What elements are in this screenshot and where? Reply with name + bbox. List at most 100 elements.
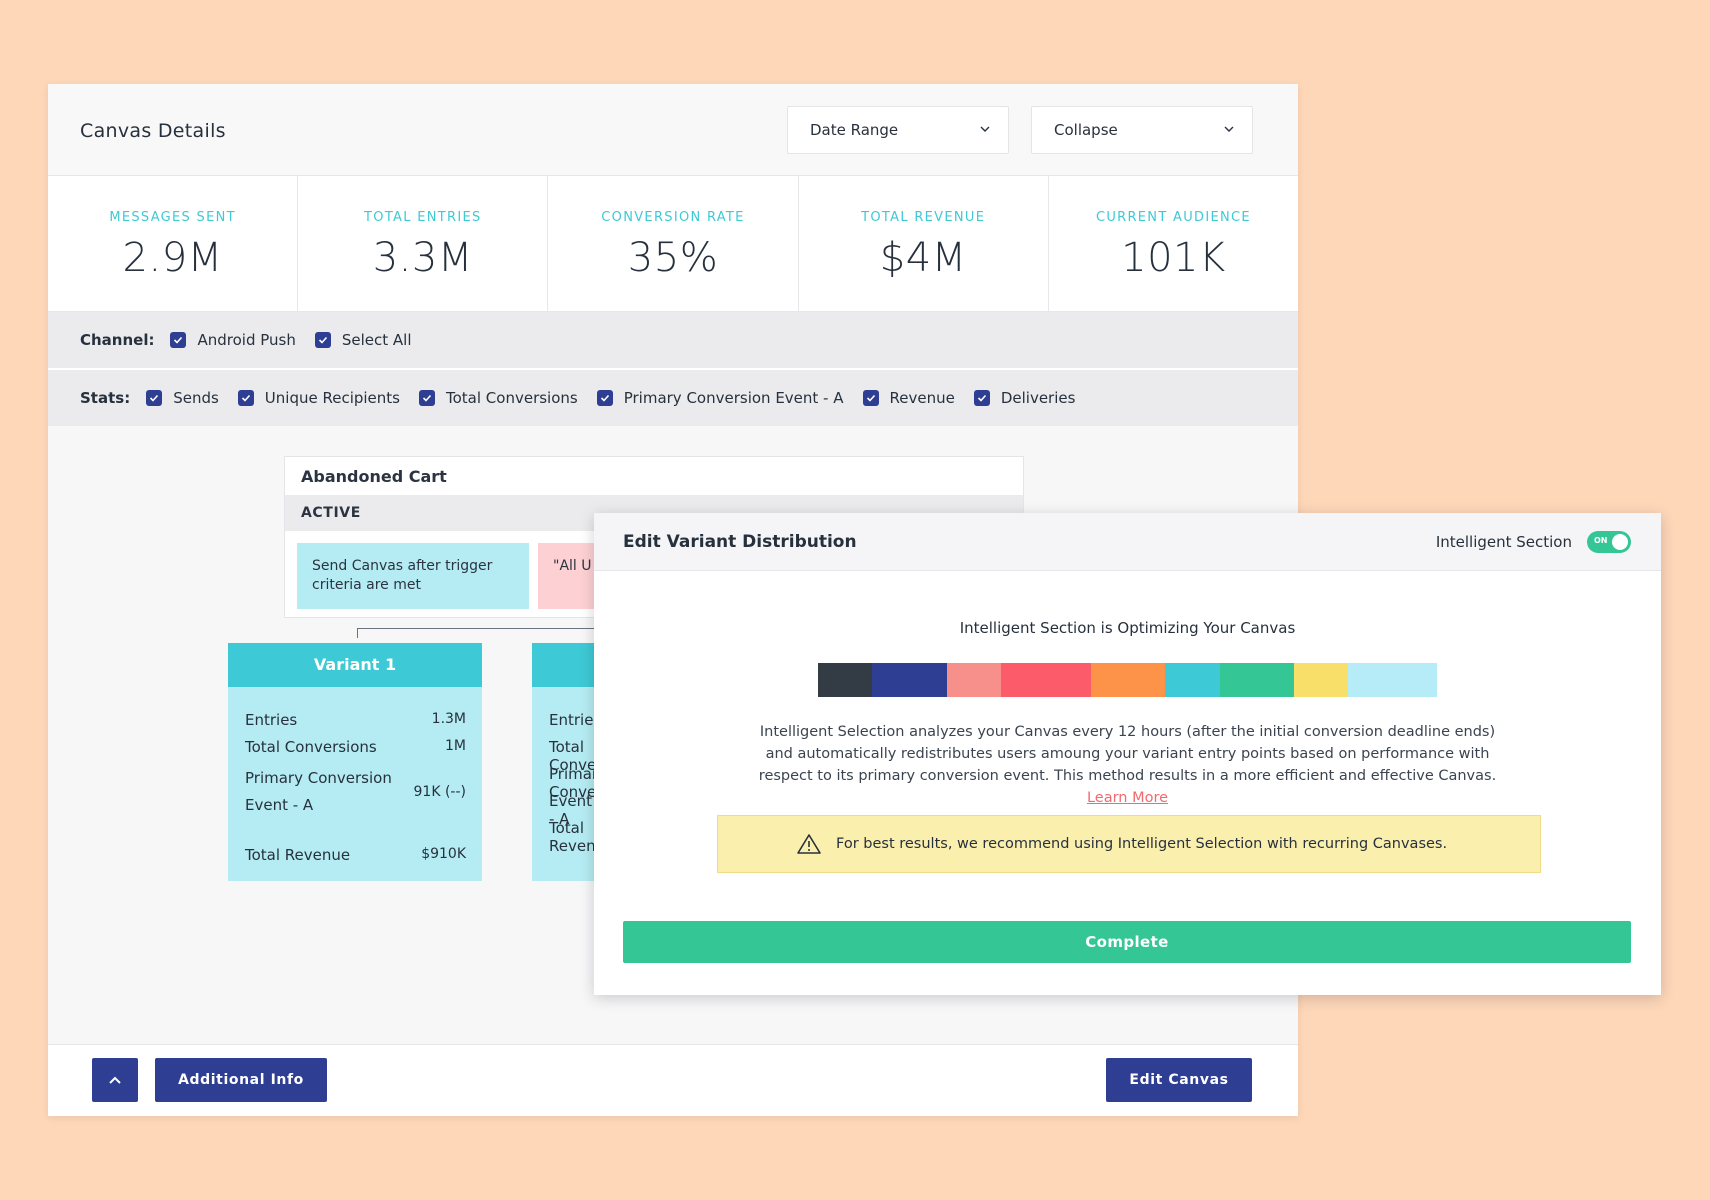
stat-current-audience: CURRENT AUDIENCE 101K [1049,176,1298,311]
checkbox-label: Primary Conversion Event - A [623,389,844,407]
channel-filter: Channel: Android Push Select All [48,312,1298,368]
row-label: Entries [549,711,602,729]
checkbox-label: Select All [341,331,412,349]
checkbox-checked-icon[interactable] [419,390,435,406]
row-label-line2: Event - A [245,796,314,814]
distribution-segment [1219,663,1294,697]
checkbox-total-conversions[interactable]: Total Conversions [419,389,578,407]
variant-row-primary-conversion: Primary Conversion Event - A 91K (--) [245,765,466,819]
scroll-up-button[interactable] [92,1058,138,1102]
stat-total-entries: TOTAL ENTRIES 3.3M [298,176,549,311]
edit-canvas-button[interactable]: Edit Canvas [1106,1058,1252,1102]
row-label: Total Conversions [245,738,377,756]
distribution-segment [1293,663,1349,697]
stat-label: TOTAL REVENUE [861,210,986,225]
variant-row-revenue: Total Revenue $910K [245,846,466,864]
variant-row-entries: Entries 1.3M [245,711,466,729]
row-label: Entries [245,711,298,729]
learn-more-link[interactable]: Learn More [1086,790,1169,806]
row-value: 91K (--) [413,784,466,800]
stat-value: 35% [627,235,719,281]
checkbox-checked-icon[interactable] [170,332,187,348]
edit-variant-distribution-modal: Edit Variant Distribution Intelligent Se… [594,513,1661,995]
toggle-state: ON [1594,536,1608,545]
warning-banner: For best results, we recommend using Int… [717,815,1541,873]
distribution-segment [1090,663,1166,697]
chevron-down-icon [980,126,990,132]
date-range-label: Date Range [810,121,899,139]
collapse-dropdown[interactable]: Collapse [1031,106,1253,154]
stat-messages-sent: MESSAGES SENT 2.9M [48,176,299,311]
checkbox-label: Unique Recipients [264,389,400,407]
modal-header: Edit Variant Distribution Intelligent Se… [594,513,1661,571]
date-range-dropdown[interactable]: Date Range [787,106,1009,154]
variant-card-1[interactable]: Variant 1 Entries 1.3M Total Conversions… [228,643,482,881]
channel-label: Channel: [80,331,155,349]
modal-title: Edit Variant Distribution [623,532,857,552]
row-value: 1.3M [431,711,466,727]
distribution-segment [1348,663,1437,697]
stat-conversion-rate: CONVERSION RATE 35% [548,176,799,311]
intelligent-selection-toggle[interactable]: ON [1587,531,1631,553]
chevron-up-icon [109,1076,121,1084]
flow-connector [357,628,607,638]
checkbox-checked-icon[interactable] [146,390,163,406]
distribution-segment [1165,663,1220,697]
distribution-segment [1001,663,1091,697]
checkbox-checked-icon[interactable] [237,390,254,406]
summary-stats: MESSAGES SENT 2.9M TOTAL ENTRIES 3.3M CO… [48,176,1298,312]
chevron-down-icon [1224,126,1234,132]
stat-label: CURRENT AUDIENCE [1095,210,1251,225]
distribution-segment [818,663,873,697]
modal-description: Intelligent Selection analyzes your Canv… [744,721,1511,809]
warning-text: For best results, we recommend using Int… [836,836,1448,852]
canvas-name: Abandoned Cart [301,467,447,486]
checkbox-checked-icon[interactable] [596,390,613,406]
checkbox-checked-icon[interactable] [314,332,331,348]
toggle-knob [1612,534,1628,550]
description-text: Intelligent Selection analyzes your Canv… [758,724,1497,784]
stat-label: CONVERSION RATE [601,210,745,225]
stats-label: Stats: [80,389,131,407]
distribution-segment [946,663,1002,697]
checkbox-unique-recipients[interactable]: Unique Recipients [237,389,400,407]
modal-subtitle: Intelligent Section is Optimizing Your C… [959,619,1296,637]
checkbox-sends[interactable]: Sends [146,389,219,407]
distribution-segment [872,663,947,697]
stat-value: 2.9M [122,235,223,281]
checkbox-label: Sends [173,389,219,407]
checkbox-android-push[interactable]: Android Push [170,331,296,349]
stat-label: MESSAGES SENT [109,210,236,225]
checkbox-checked-icon[interactable] [862,390,879,406]
checkbox-revenue[interactable]: Revenue [862,389,955,407]
toggle-label: Intelligent Section [1435,533,1572,551]
filter-text: "All U is true [553,558,598,574]
row-value: 1M [445,738,466,754]
checkbox-label: Android Push [197,331,296,349]
panel-header: Canvas Details Date Range Collapse [48,84,1298,176]
checkbox-label: Revenue [889,389,955,407]
complete-button[interactable]: Complete [623,921,1631,963]
variant-row-conversions: Total Conversions 1M [245,738,466,756]
stat-label: TOTAL ENTRIES [364,210,482,225]
trigger-step[interactable]: Send Canvas after trigger criteria are m… [297,543,529,609]
stat-total-revenue: TOTAL REVENUE $4M [799,176,1049,311]
checkbox-checked-icon[interactable] [973,390,990,406]
row-label: Primary Conversion [245,769,392,787]
checkbox-select-all[interactable]: Select All [314,331,412,349]
checkbox-deliveries[interactable]: Deliveries [973,389,1076,407]
warning-icon [797,834,821,854]
checkbox-label: Total Conversions [446,389,578,407]
checkbox-label: Deliveries [1000,389,1076,407]
row-value: $910K [421,846,466,862]
stat-value: 101K [1121,235,1226,281]
distribution-bar [818,663,1437,697]
row-label: Event - A [549,792,592,828]
additional-info-button[interactable]: Additional Info [155,1058,327,1102]
stats-filter: Stats: Sends Unique Recipients Total Con… [48,370,1298,426]
variant-title: Variant 1 [228,643,482,687]
audience-filter-step[interactable]: "All U is true [538,543,598,609]
checkbox-primary-conversion[interactable]: Primary Conversion Event - A [596,389,844,407]
collapse-label: Collapse [1054,121,1118,139]
page-title: Canvas Details [80,120,226,142]
